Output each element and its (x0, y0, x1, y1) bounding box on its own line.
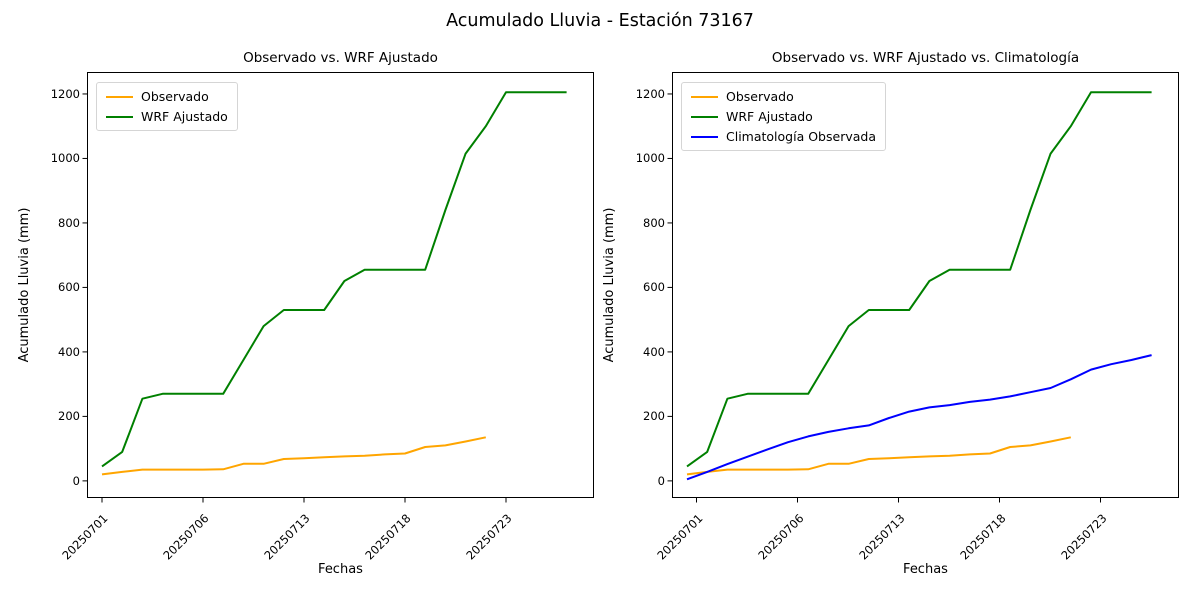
legend-swatch-climatolog-a-observada (691, 135, 718, 138)
figure-title: Acumulado Lluvia - Estación 73167 (446, 11, 754, 31)
legend-item: WRF Ajustado (106, 109, 228, 124)
legend-item: Observado (106, 89, 228, 104)
x-axis-label: Fechas (318, 562, 363, 577)
y-tick-label: 0 (72, 473, 80, 488)
plot-canvas (82, 91, 567, 503)
legend: Observado WRF Ajustado Climatología Observ… (681, 82, 886, 151)
y-tick-label: 1200 (50, 86, 80, 101)
y-tick-label: 400 (643, 344, 665, 359)
y-tick-label: 800 (58, 215, 80, 230)
subplot-title: Observado vs. WRF Ajustado vs. Climatolo… (771, 50, 1080, 66)
series-line-wrf-ajustado (101, 91, 567, 468)
legend-swatch-wrf-ajustado (106, 115, 133, 118)
y-tick-label: 200 (58, 409, 80, 424)
legend-item: Climatología Observada (691, 129, 876, 144)
legend-label: Climatología Observada (726, 129, 876, 144)
legend-item: WRF Ajustado (691, 109, 876, 124)
y-tick-label: 200 (643, 409, 665, 424)
legend: Observado WRF Ajustado (96, 82, 238, 131)
y-tick-label: 800 (643, 215, 665, 230)
series-line-observado (686, 436, 1072, 476)
legend-label: Observado (726, 89, 794, 104)
legend-swatch-observado (106, 95, 133, 98)
legend-item: Observado (691, 89, 876, 104)
legend-label: Observado (141, 89, 209, 104)
x-axis-label: Fechas (903, 562, 948, 577)
y-tick-label: 400 (58, 344, 80, 359)
series-line-wrf-ajustado (686, 91, 1152, 468)
y-tick-label: 0 (657, 473, 665, 488)
y-tick-label: 1000 (635, 151, 665, 166)
legend-label: WRF Ajustado (141, 109, 228, 124)
legend-swatch-observado (691, 95, 718, 98)
plot-canvas (667, 91, 1152, 503)
y-tick-label: 1000 (50, 151, 80, 166)
legend-swatch-wrf-ajustado (691, 115, 718, 118)
series-line-climatolog-a-observada (686, 354, 1152, 481)
legend-label: WRF Ajustado (726, 109, 813, 124)
series-line-observado (101, 436, 487, 476)
y-tick-label: 600 (58, 280, 80, 295)
y-tick-label: 600 (643, 280, 665, 295)
y-tick-label: 1200 (635, 86, 665, 101)
subplot-title: Observado vs. WRF Ajustado (243, 50, 438, 66)
plot-area (82, 72, 594, 503)
